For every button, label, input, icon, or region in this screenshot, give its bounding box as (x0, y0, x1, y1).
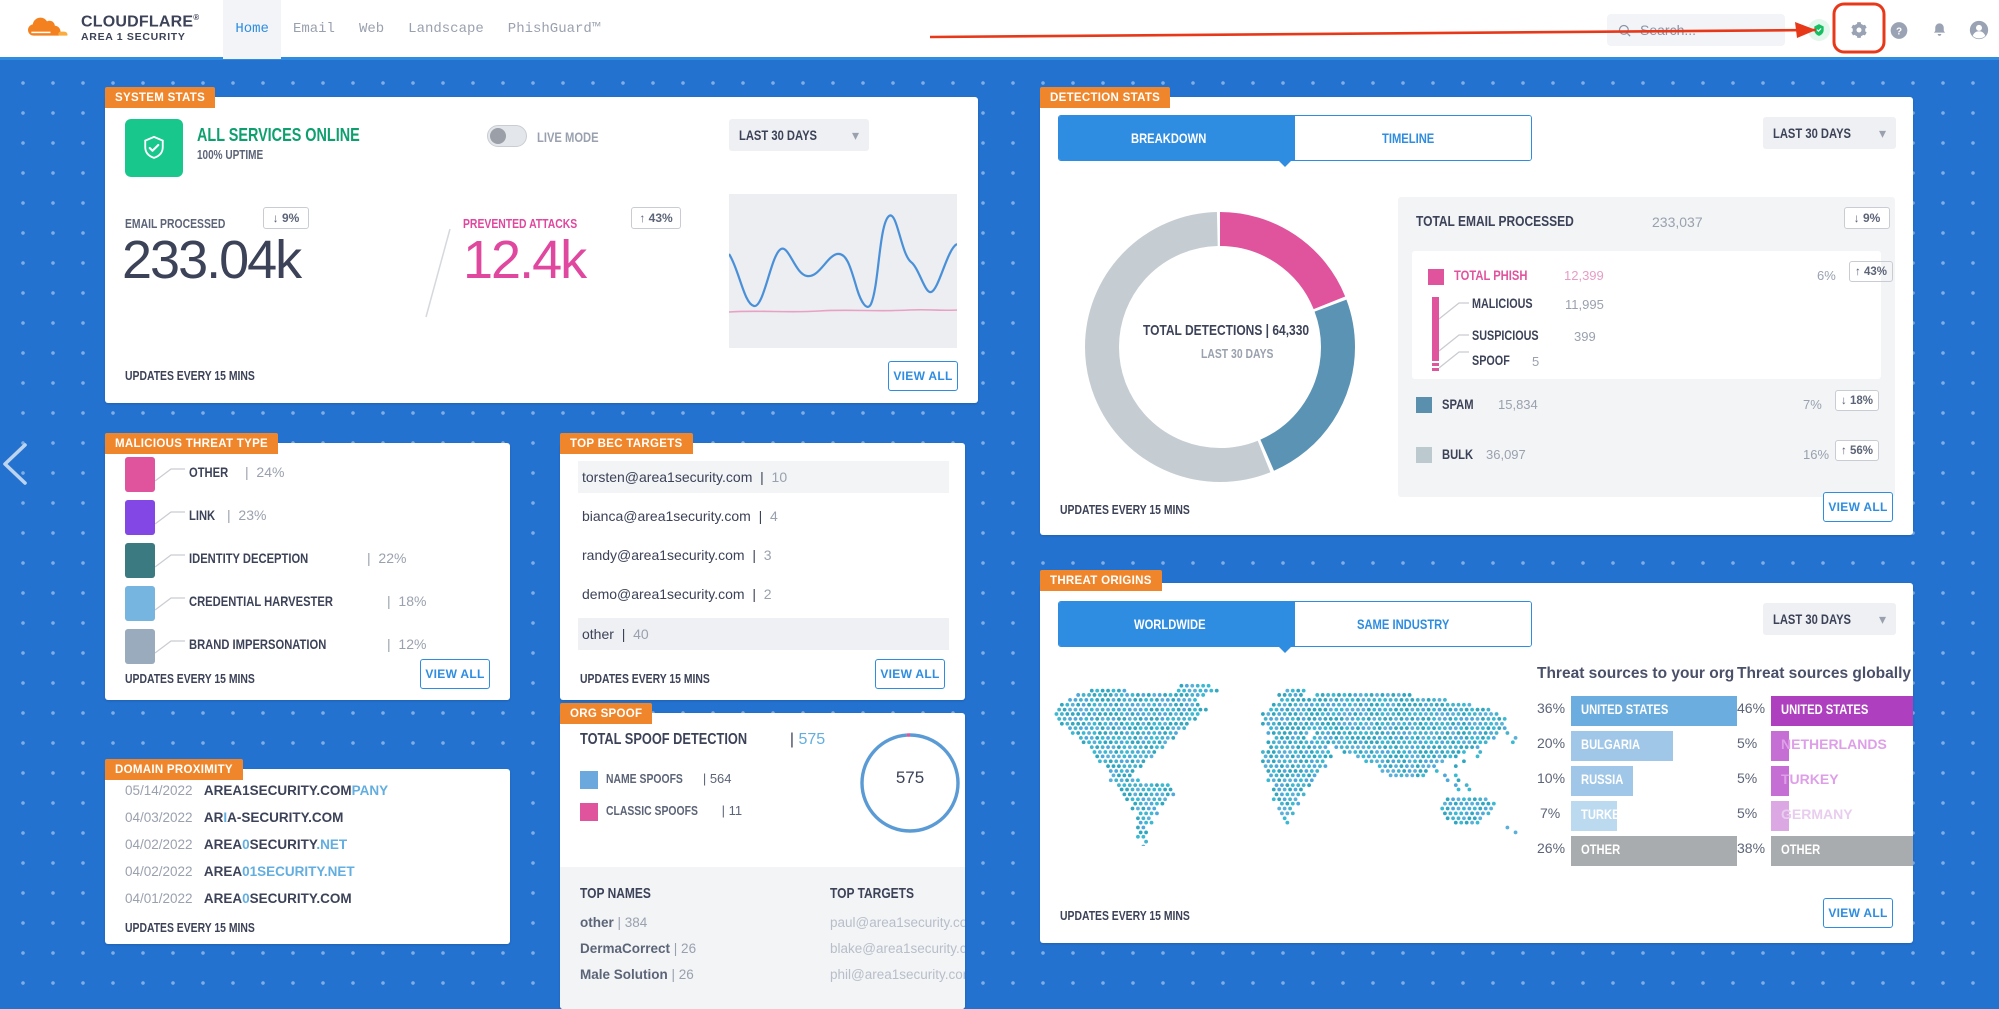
svg-text:?: ? (1896, 26, 1902, 37)
